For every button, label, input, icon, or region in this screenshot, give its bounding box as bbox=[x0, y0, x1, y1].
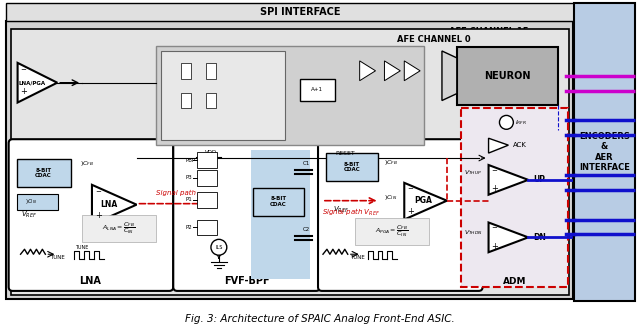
Bar bbox=[11, 29, 569, 295]
Text: −: − bbox=[492, 168, 497, 174]
Text: TUNE: TUNE bbox=[50, 255, 65, 260]
Text: FVF-BPF: FVF-BPF bbox=[224, 276, 269, 286]
Polygon shape bbox=[488, 222, 528, 252]
Text: A+1: A+1 bbox=[311, 87, 323, 92]
Text: NEURON: NEURON bbox=[484, 71, 531, 81]
Polygon shape bbox=[488, 138, 508, 153]
Text: −: − bbox=[492, 225, 497, 232]
Text: Fig. 3: Architecture of SPAIC Analog Front-End ASIC.: Fig. 3: Architecture of SPAIC Analog Fro… bbox=[185, 314, 455, 324]
Text: )$C_{IN}$: )$C_{IN}$ bbox=[24, 197, 36, 206]
Bar bbox=[197, 170, 217, 186]
FancyBboxPatch shape bbox=[318, 139, 483, 291]
Text: C2: C2 bbox=[303, 227, 310, 232]
Bar bbox=[181, 63, 191, 79]
Text: UP: UP bbox=[533, 175, 545, 184]
Text: DN: DN bbox=[533, 233, 546, 242]
Bar bbox=[17, 194, 58, 210]
Text: −: − bbox=[407, 186, 413, 192]
Text: $V_{THUP}$: $V_{THUP}$ bbox=[464, 168, 482, 177]
Bar bbox=[355, 217, 429, 245]
Polygon shape bbox=[404, 183, 447, 219]
Polygon shape bbox=[442, 51, 457, 100]
Text: $A_{LNA}=\dfrac{C_{FB}}{C_{IN}}$: $A_{LNA}=\dfrac{C_{FB}}{C_{IN}}$ bbox=[102, 221, 135, 236]
Text: +: + bbox=[492, 184, 499, 193]
Text: −: − bbox=[95, 189, 101, 195]
Text: )$C_{FB}$: )$C_{FB}$ bbox=[80, 159, 94, 167]
Text: ACK: ACK bbox=[513, 142, 527, 148]
Polygon shape bbox=[488, 165, 528, 195]
Text: 8-BIT
CDAC: 8-BIT CDAC bbox=[270, 196, 287, 207]
Bar bbox=[461, 109, 568, 287]
Bar bbox=[457, 47, 558, 105]
Text: SPI INTERFACE: SPI INTERFACE bbox=[260, 7, 340, 17]
Text: Signal path: Signal path bbox=[156, 190, 196, 196]
Text: 8-BIT
CDAC: 8-BIT CDAC bbox=[35, 167, 52, 178]
Polygon shape bbox=[404, 61, 420, 81]
Bar bbox=[574, 3, 636, 301]
Polygon shape bbox=[360, 61, 376, 81]
Text: $V_{THDN}$: $V_{THDN}$ bbox=[464, 228, 483, 237]
Text: P2: P2 bbox=[185, 225, 192, 230]
Polygon shape bbox=[17, 63, 57, 103]
FancyBboxPatch shape bbox=[173, 139, 320, 291]
Bar bbox=[326, 153, 378, 181]
Text: VDD: VDD bbox=[205, 149, 217, 155]
Bar bbox=[6, 21, 573, 299]
Bar bbox=[251, 150, 310, 279]
Bar bbox=[206, 93, 216, 109]
Text: +: + bbox=[407, 207, 414, 216]
Text: AFE CHANNEL 0: AFE CHANNEL 0 bbox=[397, 35, 471, 43]
Text: $V_{REF}$: $V_{REF}$ bbox=[333, 204, 349, 215]
Text: $A_{PGA}=\dfrac{C_{FB}}{C_{IN}}$: $A_{PGA}=\dfrac{C_{FB}}{C_{IN}}$ bbox=[374, 224, 408, 239]
Text: $I_{RFR}$: $I_{RFR}$ bbox=[515, 118, 527, 127]
Bar bbox=[197, 192, 217, 208]
Circle shape bbox=[211, 239, 227, 255]
Text: 8-BIT
CDAC: 8-BIT CDAC bbox=[343, 162, 360, 172]
Bar bbox=[82, 215, 156, 242]
Text: TUNE: TUNE bbox=[76, 245, 89, 250]
Text: +: + bbox=[95, 211, 102, 220]
Bar bbox=[6, 3, 596, 21]
Bar bbox=[181, 93, 191, 109]
Text: +: + bbox=[20, 87, 28, 96]
Text: LNA: LNA bbox=[79, 276, 101, 286]
Text: INPUT: INPUT bbox=[163, 115, 182, 120]
Bar bbox=[300, 79, 335, 100]
Bar bbox=[197, 152, 217, 168]
Polygon shape bbox=[385, 61, 400, 81]
Text: PGA: PGA bbox=[414, 196, 432, 205]
Bar bbox=[253, 188, 304, 215]
Text: C1: C1 bbox=[303, 161, 310, 165]
Text: ADM: ADM bbox=[502, 278, 526, 286]
Text: P1: P1 bbox=[185, 197, 192, 202]
Bar bbox=[161, 51, 285, 140]
Text: $V_{REF}$: $V_{REF}$ bbox=[20, 210, 36, 220]
Bar bbox=[197, 219, 217, 235]
Text: ENCODERS
&
AER
INTERFACE: ENCODERS & AER INTERFACE bbox=[579, 132, 630, 172]
FancyBboxPatch shape bbox=[9, 139, 173, 291]
Text: −: − bbox=[20, 67, 26, 73]
Bar bbox=[206, 63, 216, 79]
Bar bbox=[17, 159, 71, 187]
Circle shape bbox=[499, 115, 513, 129]
Text: LNA/PGA: LNA/PGA bbox=[19, 80, 46, 85]
Bar bbox=[156, 46, 424, 145]
Polygon shape bbox=[92, 185, 136, 224]
Text: )$C_{IN}$: )$C_{IN}$ bbox=[385, 193, 397, 202]
Text: Signal path $V_{REF}$: Signal path $V_{REF}$ bbox=[322, 207, 380, 218]
Text: )$C_{FB}$: )$C_{FB}$ bbox=[385, 158, 399, 166]
Text: P3: P3 bbox=[185, 175, 192, 181]
Text: TUNE: TUNE bbox=[350, 255, 365, 260]
Text: RESET: RESET bbox=[335, 151, 355, 156]
Text: LNA: LNA bbox=[100, 200, 117, 209]
Text: PBP: PBP bbox=[185, 158, 195, 163]
Text: +: + bbox=[492, 242, 499, 251]
Text: AFE CHANNEL 15: AFE CHANNEL 15 bbox=[449, 26, 529, 36]
Text: ILS: ILS bbox=[215, 245, 223, 250]
